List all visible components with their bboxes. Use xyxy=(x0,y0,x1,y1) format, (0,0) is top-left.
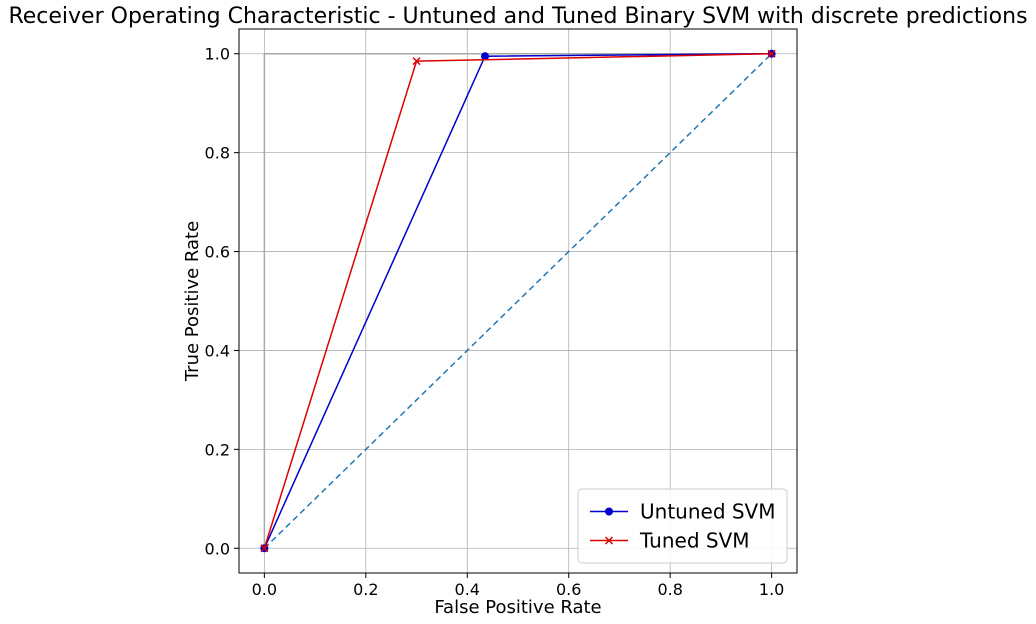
tuned-svm-point xyxy=(412,57,421,66)
y-tick-label: 0.8 xyxy=(205,144,230,163)
legend-tuned-svm-marker xyxy=(604,536,614,545)
x-tick-label: 0.0 xyxy=(252,580,277,599)
untuned-svm-point xyxy=(481,52,490,61)
axis-ticks: 0.0 0.2 0.4 0.6 0.8 1.0 0.0 0.2 0.4 0.6 0.8 1.0 xyxy=(205,45,785,599)
y-tick-label: 0.0 xyxy=(205,539,230,558)
y-tick-label: 0.4 xyxy=(205,341,230,360)
x-axis-label: False Positive Rate xyxy=(434,597,601,618)
perfect-classifier-line xyxy=(263,52,772,549)
series-lines xyxy=(260,49,776,553)
y-tick-label: 1.0 xyxy=(205,45,230,64)
legend-untuned-svm-marker xyxy=(605,507,613,516)
legend-untuned-svm-label: Untuned SVM xyxy=(640,500,776,524)
legend-box xyxy=(577,488,788,564)
tuned-svm-point xyxy=(260,544,269,553)
reference-lines xyxy=(263,52,773,549)
legend-tuned-svm-label: Tuned SVM xyxy=(639,529,750,553)
plot-area-frame xyxy=(238,28,798,574)
x-tick-label: 0.6 xyxy=(556,580,581,599)
x-tick-label: 0.2 xyxy=(353,580,378,599)
y-tick-label: 0.2 xyxy=(205,440,230,459)
y-tick-label: 0.6 xyxy=(205,243,230,262)
chance-diagonal-line xyxy=(263,53,773,549)
chart-title: Receiver Operating Characteristic - Untu… xyxy=(8,4,1027,29)
legend: Untuned SVM Tuned SVM xyxy=(577,488,788,564)
x-tick-label: 1.0 xyxy=(759,580,784,599)
x-tick-label: 0.4 xyxy=(455,580,480,599)
y-axis-label: True Positive Rate xyxy=(182,221,203,382)
tuned-svm-point xyxy=(767,49,776,58)
x-tick-label: 0.8 xyxy=(657,580,682,599)
